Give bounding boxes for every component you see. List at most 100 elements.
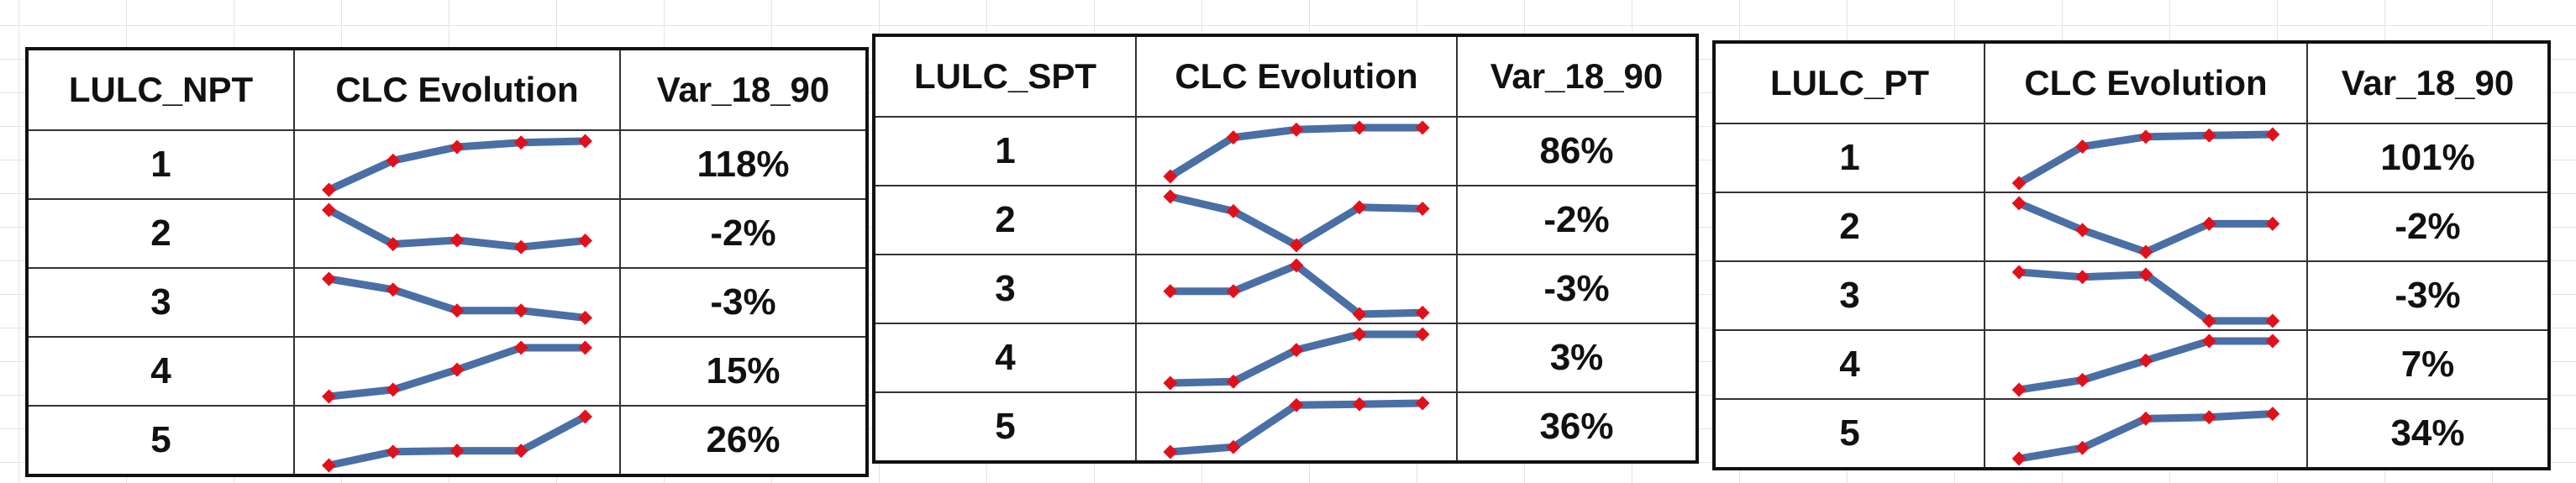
header-var-18-90: Var_18_90 — [619, 48, 868, 131]
sparkline-marker — [449, 139, 465, 155]
header-clc-evolution: CLC Evolution — [1984, 41, 2308, 124]
sparkline-marker — [2011, 196, 2027, 211]
lulc-class: 3 — [26, 267, 295, 338]
table-row: 3 -3% — [1713, 260, 2550, 331]
sparkline-marker — [2201, 128, 2216, 143]
lulc-class: 3 — [873, 254, 1137, 324]
sparkline-marker — [449, 303, 465, 318]
table-row: 1 86% — [873, 116, 1698, 186]
sparkline-marker — [2265, 216, 2280, 231]
table-row: 2 -2% — [1713, 192, 2550, 262]
table-row: 2 -2% — [26, 198, 868, 269]
variation-value: 15% — [619, 336, 868, 407]
sparkline-marker — [1415, 120, 1430, 135]
clc-evolution-sparkline — [1135, 185, 1458, 255]
sparkline-marker — [2138, 129, 2153, 144]
clc-evolution-sparkline — [1984, 398, 2308, 470]
lulc-class: 4 — [1713, 329, 1985, 400]
table-row: 4 15% — [26, 336, 868, 407]
header-lulc: LULC_NPT — [26, 48, 295, 131]
variation-value: -2% — [619, 198, 868, 269]
sparkline-chart — [322, 271, 592, 325]
sparkline-chart — [1163, 120, 1430, 184]
sparkline-marker — [322, 271, 336, 286]
variation-value: 3% — [1456, 323, 1698, 393]
sparkline-marker — [2011, 451, 2027, 466]
sparkline-marker — [2201, 410, 2216, 425]
sparkline-marker — [2265, 333, 2280, 349]
lulc-class: 3 — [1713, 260, 1985, 331]
variation-value: -3% — [2306, 260, 2550, 331]
header-var-18-90: Var_18_90 — [1456, 34, 1698, 118]
sparkline-marker — [2138, 353, 2153, 368]
clc-evolution-sparkline — [1135, 323, 1458, 393]
sparkline-marker — [1163, 284, 1178, 299]
variation-value: 34% — [2306, 398, 2550, 470]
lulc-class: 2 — [26, 198, 295, 269]
clc-evolution-sparkline — [1135, 391, 1458, 463]
sparkline-marker — [2011, 176, 2027, 191]
sparkline-series — [325, 412, 589, 470]
variation-value: 118% — [619, 129, 868, 200]
clc-evolution-sparkline — [1984, 260, 2308, 331]
clc-evolution-sparkline — [1984, 192, 2308, 262]
variation-value: -2% — [1456, 185, 1698, 255]
sparkline-chart — [2011, 407, 2280, 466]
sparkline-marker — [1289, 122, 1304, 137]
sparkline-marker — [1415, 202, 1430, 216]
sparkline-marker — [449, 233, 465, 248]
table-row: 3 -3% — [873, 254, 1698, 324]
table-row: 1 101% — [1713, 123, 2550, 193]
lulc-class: 1 — [1713, 123, 1985, 193]
clc-evolution-sparkline — [1984, 329, 2308, 400]
lulc-npt-table: LULC_NPT CLC Evolution Var_18_90 1 118% … — [25, 47, 869, 477]
sparkline-marker — [2138, 411, 2153, 426]
table-row: 4 3% — [873, 323, 1698, 393]
variation-value: 36% — [1456, 391, 1698, 463]
table-row: 2 -2% — [873, 185, 1698, 255]
sparkline-chart — [2011, 333, 2280, 397]
sparkline-marker — [2265, 127, 2280, 142]
table-row: 1 118% — [26, 129, 868, 200]
header-row: LULC_SPT CLC Evolution Var_18_90 — [873, 34, 1698, 118]
header-clc-evolution: CLC Evolution — [1135, 34, 1458, 118]
lulc-class: 2 — [1713, 192, 1985, 262]
sparkline-marker — [1415, 396, 1430, 411]
header-row: LULC_NPT CLC Evolution Var_18_90 — [26, 48, 868, 131]
variation-value: 86% — [1456, 116, 1698, 186]
sparkline-marker — [1415, 327, 1430, 342]
table-row: 4 7% — [1713, 329, 2550, 400]
clc-evolution-sparkline — [1135, 116, 1458, 186]
clc-evolution-sparkline — [293, 336, 621, 407]
sparkline-marker — [513, 239, 528, 255]
sparkline-marker — [578, 234, 592, 248]
lulc-class: 4 — [873, 323, 1137, 393]
sparkline-marker — [2011, 265, 2027, 280]
header-row: LULC_PT CLC Evolution Var_18_90 — [1713, 41, 2550, 124]
clc-evolution-sparkline — [293, 129, 621, 200]
clc-evolution-sparkline — [293, 405, 621, 476]
variation-value: -2% — [2306, 192, 2550, 262]
header-var-18-90: Var_18_90 — [2306, 41, 2550, 124]
sparkline-chart — [1163, 327, 1430, 391]
header-clc-evolution: CLC Evolution — [293, 48, 621, 131]
sparkline-series — [1166, 330, 1427, 387]
sparkline-marker — [1163, 375, 1178, 391]
table-row: 5 26% — [26, 405, 868, 476]
sparkline-marker — [2011, 382, 2027, 397]
sparkline-marker — [449, 362, 465, 377]
sparkline-chart — [322, 202, 592, 255]
sparkline-marker — [578, 134, 592, 149]
sparkline-marker — [322, 182, 336, 197]
sparkline-series — [2015, 199, 2277, 256]
sparkline-marker — [322, 389, 336, 404]
table-row: 5 36% — [873, 391, 1698, 463]
lulc-class: 5 — [873, 391, 1137, 463]
sparkline-marker — [1415, 305, 1430, 320]
lulc-class: 5 — [1713, 398, 1985, 470]
clc-evolution-sparkline — [1135, 254, 1458, 324]
variation-value: -3% — [619, 267, 868, 338]
clc-evolution-sparkline — [293, 267, 621, 338]
lulc-spt-table: LULC_SPT CLC Evolution Var_18_90 1 86% 2… — [872, 34, 1699, 464]
sparkline-marker — [1352, 120, 1367, 135]
